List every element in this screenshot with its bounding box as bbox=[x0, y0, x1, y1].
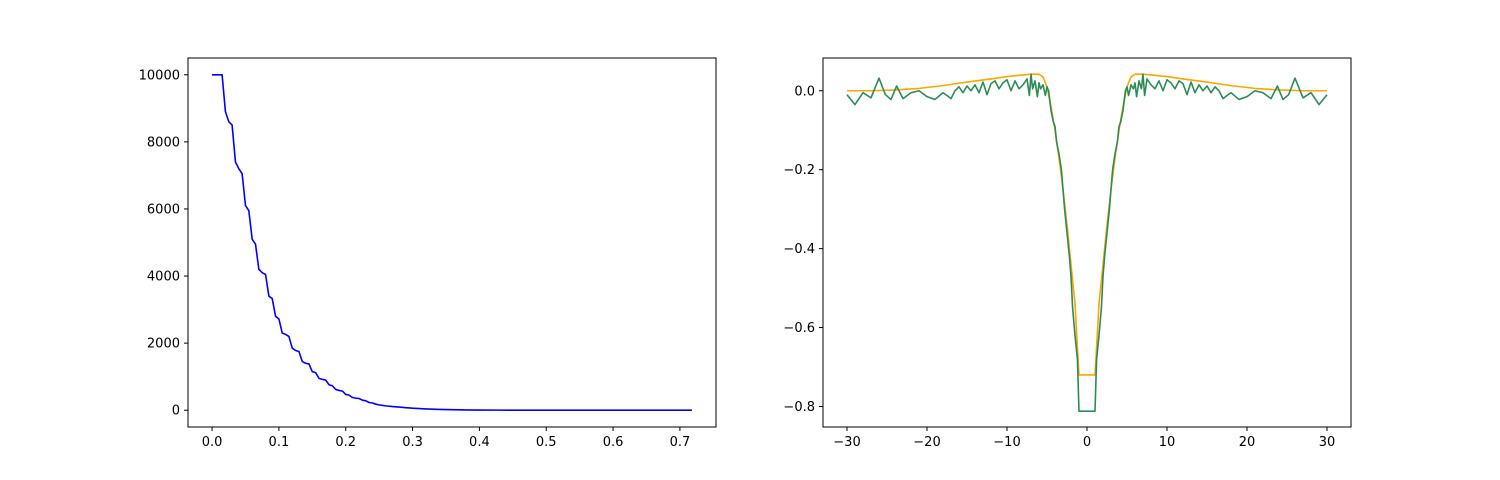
y-tick-label: 0.0 bbox=[794, 84, 815, 99]
right-profile-plot: −30 −20 −10 0 10 20 30 0.0 −0.2 −0.4 −0.6 −0.8 bbox=[783, 57, 1352, 450]
x-tick-label: 10 bbox=[1159, 435, 1176, 450]
y-tick-label: −0.2 bbox=[783, 163, 815, 178]
left-decay-plot: 0.0 0.1 0.2 0.3 0.4 0.5 0.6 0.7 0 2000 4000 6000 800… bbox=[139, 57, 717, 450]
y-tick-label: −0.4 bbox=[783, 242, 815, 257]
series-line-0 bbox=[847, 73, 1327, 376]
x-tick-label: 0.3 bbox=[402, 435, 423, 450]
x-tick-label: 0.0 bbox=[202, 435, 223, 450]
axes-frame bbox=[187, 57, 717, 428]
x-tick-label: 0.4 bbox=[469, 435, 490, 450]
x-tick-label: 0 bbox=[1083, 435, 1091, 450]
x-tick-label: 30 bbox=[1319, 435, 1336, 450]
x-tick-label: 0.6 bbox=[603, 435, 624, 450]
x-tick-label: 0.5 bbox=[536, 435, 557, 450]
y-tick-label: 0 bbox=[172, 404, 180, 419]
y-tick-label: −0.6 bbox=[783, 321, 815, 336]
axes-frame bbox=[822, 57, 1352, 428]
x-tick-label: 0.1 bbox=[269, 435, 290, 450]
y-tick-label: 10000 bbox=[139, 68, 180, 83]
x-tick-label: −30 bbox=[833, 435, 860, 450]
series-line-0 bbox=[212, 73, 692, 412]
y-tick-label: 4000 bbox=[147, 270, 180, 285]
series-line-1 bbox=[846, 73, 1328, 413]
x-tick-label: −20 bbox=[913, 435, 940, 450]
x-tick-label: 0.7 bbox=[670, 435, 691, 450]
x-tick-label: 0.2 bbox=[335, 435, 356, 450]
y-tick-label: 2000 bbox=[147, 337, 180, 352]
y-tick-label: −0.8 bbox=[783, 400, 815, 415]
y-tick-label: 6000 bbox=[147, 202, 180, 217]
x-tick-label: 20 bbox=[1239, 435, 1256, 450]
x-tick-label: −10 bbox=[993, 435, 1020, 450]
y-tick-label: 8000 bbox=[147, 135, 180, 150]
